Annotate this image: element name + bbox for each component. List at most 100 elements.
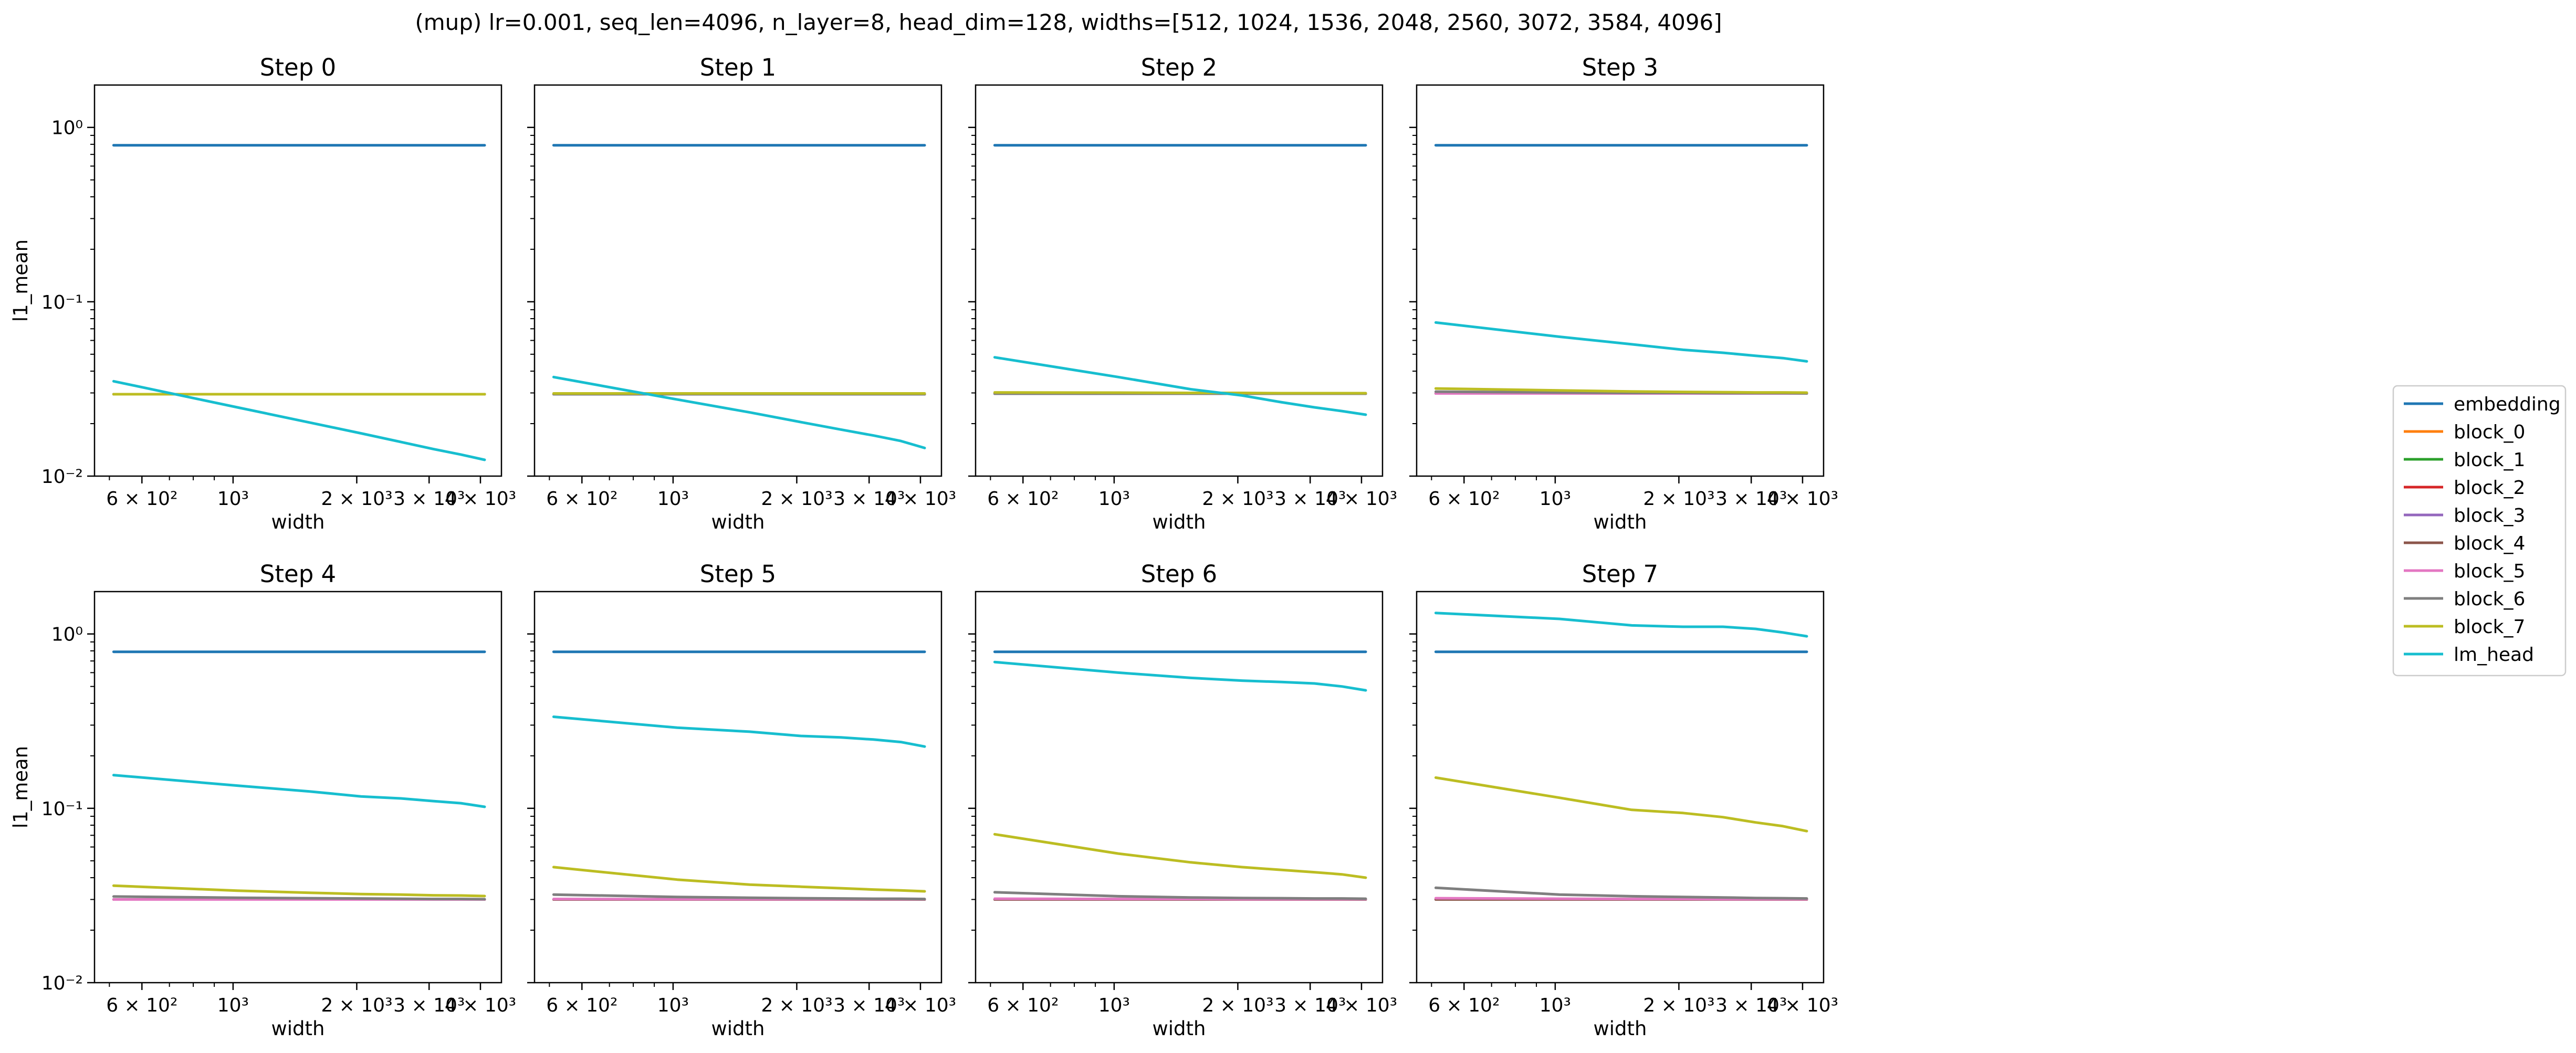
figure-title: (mup) lr=0.001, seq_len=4096, n_layer=8,… — [415, 9, 1722, 35]
y-tick-label: 10⁰ — [51, 624, 83, 646]
y-axis-label: l1_mean — [9, 746, 32, 828]
x-tick-label: 10³ — [217, 488, 249, 510]
y-tick-label: 10⁻¹ — [41, 798, 83, 820]
line-lm-head — [1434, 612, 1808, 638]
x-tick-label: 10³ — [1540, 488, 1571, 510]
x-tick-label: 2 × 10³ — [321, 995, 392, 1016]
legend: embedding block_0 block_1 block_2 block_3blo… — [2392, 385, 2567, 677]
subplot-title: Step 7 — [1582, 560, 1658, 588]
legend-label: block_4 — [2454, 533, 2525, 554]
line-block-6 — [552, 893, 926, 901]
subplot-title: Step 3 — [1582, 54, 1658, 81]
line-block-7 — [112, 884, 486, 898]
subplot-title: Step 4 — [260, 560, 336, 588]
x-tick-label: 4 × 10³ — [1767, 488, 1838, 510]
legend-label: block_7 — [2454, 616, 2525, 638]
series-lines — [552, 650, 926, 901]
x-tick-label: 4 × 10³ — [885, 488, 956, 510]
x-tick-label: 3 × 10³ — [1715, 488, 1787, 510]
series-lines — [112, 144, 486, 461]
line-block-6 — [1434, 886, 1808, 900]
y-tick-label: 10⁻² — [41, 973, 83, 994]
legend-label: lm_head — [2454, 644, 2534, 666]
y-tick-label: 10⁻² — [41, 466, 83, 488]
line-lm-head — [112, 774, 486, 808]
legend-label: embedding — [2454, 394, 2561, 415]
line-block-6 — [993, 891, 1367, 900]
line-block-7 — [1434, 776, 1808, 833]
x-tick-label: 2 × 10³ — [761, 488, 832, 510]
legend-label: block_0 — [2454, 422, 2525, 443]
legend-label: block_2 — [2454, 477, 2525, 499]
x-tick-label: 6 × 10² — [546, 488, 617, 510]
x-axis-label: width — [711, 1017, 765, 1040]
x-tick-label: 3 × 10³ — [393, 488, 465, 510]
line-lm-head — [552, 715, 926, 748]
subplot-title: Step 6 — [1141, 560, 1217, 588]
line-block-7 — [993, 833, 1367, 879]
subplot-title: Step 2 — [1141, 54, 1217, 81]
series-lines — [1434, 144, 1808, 395]
plot-frame — [1416, 591, 1825, 984]
x-axis-label: width — [1594, 511, 1647, 533]
x-tick-label: 4 × 10³ — [1767, 995, 1838, 1016]
x-tick-label: 2 × 10³ — [1202, 995, 1273, 1016]
legend-label: block_6 — [2454, 588, 2525, 610]
x-tick-label: 3 × 10³ — [833, 488, 905, 510]
x-tick-label: 4 × 10³ — [445, 995, 516, 1016]
x-tick-label: 3 × 10³ — [1715, 995, 1787, 1016]
line-block-7 — [552, 866, 926, 893]
plot-frame — [93, 84, 502, 477]
plot-frame — [975, 84, 1384, 477]
line-block-6 — [112, 895, 486, 901]
x-tick-label: 10³ — [657, 488, 689, 510]
x-tick-label: 10³ — [1098, 488, 1130, 510]
x-axis-label: width — [1153, 511, 1206, 533]
x-axis-label: width — [1594, 1017, 1647, 1040]
line-lm-head — [552, 375, 926, 449]
plot-frame — [975, 591, 1384, 984]
x-tick-label: 4 × 10³ — [1326, 488, 1397, 510]
plot-frame — [533, 591, 943, 984]
x-axis-label: width — [271, 1017, 325, 1040]
x-tick-label: 3 × 10³ — [833, 995, 905, 1016]
line-lm-head — [1434, 321, 1808, 363]
x-axis-label: width — [271, 511, 325, 533]
x-tick-label: 2 × 10³ — [1643, 488, 1714, 510]
x-axis-label: width — [1153, 1017, 1206, 1040]
line-lm-head — [993, 356, 1367, 416]
series-lines — [552, 144, 926, 449]
line-lm-head — [993, 660, 1367, 692]
plot-frame — [533, 84, 943, 477]
series-lines — [112, 650, 486, 901]
line-block-7 — [1434, 387, 1808, 394]
x-tick-label: 2 × 10³ — [761, 995, 832, 1016]
x-tick-label: 4 × 10³ — [1326, 995, 1397, 1016]
x-axis-label: width — [711, 511, 765, 533]
x-tick-label: 6 × 10² — [546, 995, 617, 1016]
x-tick-label: 3 × 10³ — [1274, 488, 1346, 510]
x-tick-label: 3 × 10³ — [1274, 995, 1346, 1016]
x-tick-label: 2 × 10³ — [1202, 488, 1273, 510]
legend-label: block_5 — [2454, 561, 2525, 582]
legend-label: block_1 — [2454, 449, 2525, 471]
x-tick-label: 4 × 10³ — [885, 995, 956, 1016]
x-tick-label: 3 × 10³ — [393, 995, 465, 1016]
series-lines — [993, 144, 1367, 416]
x-tick-label: 10³ — [1540, 995, 1571, 1016]
subplot-title: Step 5 — [700, 560, 776, 588]
y-tick-label: 10⁻¹ — [41, 292, 83, 313]
x-tick-label: 6 × 10² — [987, 488, 1059, 510]
y-axis-label: l1_mean — [9, 239, 32, 322]
x-tick-label: 2 × 10³ — [1643, 995, 1714, 1016]
